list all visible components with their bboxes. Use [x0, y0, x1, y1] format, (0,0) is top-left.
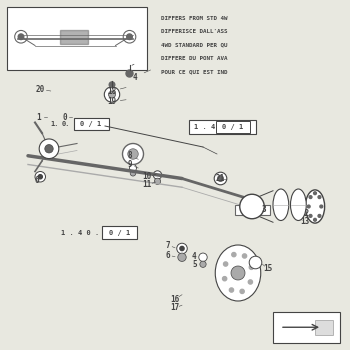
Circle shape	[314, 192, 316, 195]
Circle shape	[309, 196, 312, 198]
Text: DIFFERS FROM STD 4W: DIFFERS FROM STD 4W	[161, 16, 228, 21]
Text: 3: 3	[262, 205, 267, 215]
Circle shape	[199, 253, 207, 261]
Text: 0 / 1: 0 / 1	[222, 124, 243, 130]
Text: 6: 6	[34, 176, 39, 185]
FancyBboxPatch shape	[74, 118, 108, 130]
Ellipse shape	[305, 190, 325, 223]
Circle shape	[240, 289, 244, 294]
Text: DIFFERISCE DALL'ASS: DIFFERISCE DALL'ASS	[161, 29, 228, 34]
Text: 17: 17	[170, 303, 180, 313]
Circle shape	[130, 164, 136, 172]
Circle shape	[108, 91, 116, 98]
Ellipse shape	[215, 245, 261, 301]
Circle shape	[248, 280, 252, 284]
Text: 4: 4	[132, 72, 137, 82]
Circle shape	[229, 288, 233, 292]
Circle shape	[218, 176, 223, 181]
Text: 1 . 4 0 .: 1 . 4 0 .	[61, 230, 99, 236]
Circle shape	[232, 252, 236, 257]
Circle shape	[243, 254, 247, 258]
Text: 19: 19	[107, 97, 117, 106]
Circle shape	[200, 261, 206, 267]
Text: POUR CE QUI EST IND: POUR CE QUI EST IND	[161, 69, 228, 74]
Text: 1: 1	[36, 113, 41, 122]
Text: 1.: 1.	[51, 121, 59, 127]
Circle shape	[224, 262, 228, 266]
Circle shape	[18, 34, 24, 40]
Bar	[234, 205, 270, 215]
Circle shape	[177, 243, 187, 254]
Circle shape	[45, 145, 53, 153]
Bar	[315, 320, 332, 335]
Text: 10: 10	[142, 172, 152, 181]
Circle shape	[223, 276, 227, 281]
Circle shape	[153, 171, 162, 179]
Circle shape	[109, 82, 115, 88]
Circle shape	[180, 246, 184, 251]
Circle shape	[39, 139, 59, 159]
Circle shape	[307, 205, 310, 208]
Text: 7: 7	[166, 240, 170, 250]
Circle shape	[318, 215, 321, 217]
Text: 0 / 1: 0 / 1	[80, 121, 101, 127]
FancyBboxPatch shape	[216, 121, 250, 133]
Circle shape	[122, 144, 144, 164]
Text: 9: 9	[127, 160, 132, 169]
Text: 0 / 1: 0 / 1	[109, 230, 130, 236]
Text: 16: 16	[170, 295, 180, 304]
Text: 1 . 4: 1 . 4	[194, 124, 216, 130]
Text: DIFFERE DU PONT AVA: DIFFERE DU PONT AVA	[161, 56, 228, 61]
Circle shape	[128, 149, 138, 159]
Circle shape	[130, 170, 136, 176]
Circle shape	[35, 172, 46, 182]
Text: 0: 0	[62, 113, 67, 122]
Circle shape	[309, 215, 312, 217]
Text: 12: 12	[300, 209, 309, 218]
Circle shape	[38, 175, 42, 179]
Ellipse shape	[290, 189, 306, 220]
Text: 0.: 0.	[61, 121, 70, 127]
Circle shape	[249, 265, 253, 270]
Text: 5: 5	[192, 260, 197, 269]
Circle shape	[320, 205, 323, 208]
FancyBboxPatch shape	[102, 226, 137, 239]
Circle shape	[249, 256, 262, 269]
Text: 15: 15	[263, 264, 272, 273]
Circle shape	[314, 218, 316, 221]
Circle shape	[126, 70, 133, 77]
Ellipse shape	[273, 189, 289, 220]
Text: 21: 21	[215, 174, 224, 183]
Circle shape	[178, 253, 186, 261]
Circle shape	[240, 194, 264, 219]
Circle shape	[231, 266, 245, 280]
Text: 6: 6	[166, 251, 170, 260]
Text: 13: 13	[300, 217, 309, 226]
FancyBboxPatch shape	[189, 120, 256, 134]
Text: 4: 4	[192, 252, 197, 261]
Text: 20: 20	[36, 85, 45, 94]
Bar	[273, 312, 340, 343]
Bar	[7, 7, 147, 70]
Text: 8: 8	[127, 151, 132, 160]
Text: 18: 18	[107, 86, 117, 96]
Circle shape	[214, 172, 227, 185]
Text: 4WD STANDARD PER QU: 4WD STANDARD PER QU	[161, 42, 228, 47]
Circle shape	[127, 34, 132, 40]
Text: 2: 2	[273, 205, 278, 215]
Circle shape	[154, 178, 161, 184]
Bar	[60, 30, 88, 44]
Text: 11: 11	[142, 180, 152, 189]
Circle shape	[318, 196, 321, 198]
Circle shape	[104, 87, 120, 102]
